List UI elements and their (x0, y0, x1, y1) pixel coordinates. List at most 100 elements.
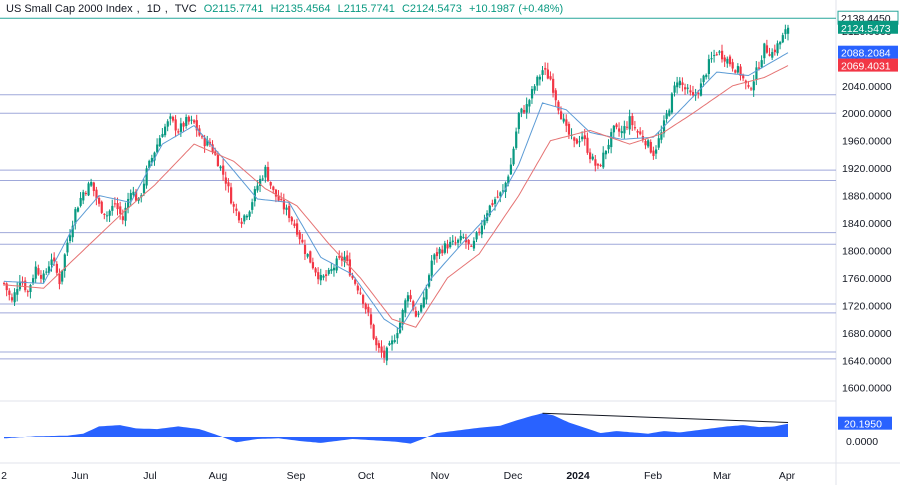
candle-body (562, 118, 565, 122)
candle-body (665, 113, 668, 119)
candle-body (488, 205, 491, 216)
candle-body (187, 116, 190, 122)
candle-body (61, 270, 64, 282)
y-tick-label: 1880.0000 (842, 191, 892, 203)
candle-body (409, 295, 412, 300)
candle-body (610, 132, 613, 148)
candle-body (256, 185, 259, 191)
candle-body (536, 76, 539, 86)
candle-body (211, 144, 214, 153)
candle-body (647, 140, 650, 147)
candle-body (182, 122, 185, 127)
candle-body (636, 131, 639, 133)
price-tag-box (838, 45, 898, 59)
candle-body (369, 314, 373, 325)
candle-body (134, 191, 138, 201)
candle-body (39, 275, 43, 279)
candle-body (581, 136, 584, 140)
candle-body (253, 189, 256, 202)
candle-body (45, 271, 48, 273)
candle-body (565, 119, 568, 126)
candle-body (538, 76, 542, 80)
candle-body (575, 139, 579, 144)
candle-body (504, 182, 507, 192)
indicator-trendline (542, 412, 789, 423)
price-tag-label: 2088.2084 (841, 48, 891, 60)
candle-body (533, 86, 536, 91)
candle-body (185, 117, 188, 126)
x-tick-label: Jul (143, 470, 156, 482)
candle-body (47, 266, 51, 274)
candle-body (771, 52, 774, 58)
candle-body (317, 272, 320, 280)
candle-body (459, 235, 462, 241)
symbol-name: US Small Cap 2000 Index (6, 3, 133, 15)
candle-body (301, 239, 304, 243)
candle-body (222, 165, 225, 175)
candle-body (303, 244, 307, 254)
indicator-value-label: 20.1950 (844, 419, 882, 431)
x-tick-label: Apr (779, 470, 796, 482)
candle-body (652, 150, 655, 157)
candle-body (602, 152, 605, 168)
candle-body (509, 164, 513, 175)
candle-body (475, 232, 478, 240)
candle-body (63, 254, 66, 271)
candle-body (79, 197, 82, 206)
candle-body (343, 256, 346, 262)
candle-body (248, 211, 251, 217)
candle-body (615, 124, 618, 128)
candle-body (422, 297, 425, 308)
candle-body (206, 139, 209, 146)
indicator-value-tag (838, 416, 892, 430)
x-tick-label: 2024 (566, 470, 590, 482)
candle-body (594, 159, 597, 166)
candle-body (322, 275, 325, 278)
candle-body (549, 76, 552, 80)
y-tick-label: 1840.0000 (842, 218, 892, 230)
candle-body (32, 278, 35, 283)
candle-body (462, 236, 465, 238)
candle-body (620, 131, 623, 134)
price-tag-box (838, 58, 898, 72)
candle-body (84, 192, 88, 194)
candle-body (420, 304, 423, 312)
candle-body (391, 340, 394, 345)
candle-body (406, 295, 410, 302)
candle-body (430, 260, 433, 276)
candle-body (103, 213, 106, 215)
candle-body (166, 121, 169, 127)
candle-body (68, 235, 72, 242)
candle-body (470, 245, 473, 247)
candle-body (491, 203, 494, 206)
candle-body (76, 207, 80, 212)
candle-body (707, 59, 711, 75)
y-tick-label: 2040.0000 (842, 81, 892, 93)
candle-body (240, 221, 243, 224)
candle-body (657, 138, 660, 148)
candle-body (319, 274, 322, 281)
x-tick-label: Feb (644, 470, 662, 482)
candle-body (362, 295, 365, 304)
candle-body (752, 81, 755, 91)
candle-body (689, 90, 692, 93)
price-tag-box (838, 20, 898, 34)
candle-body (311, 262, 315, 269)
candle-body (5, 283, 8, 291)
candle-body (760, 60, 763, 68)
candle-body (354, 279, 357, 284)
candle-body (398, 322, 402, 333)
candle-body (483, 219, 486, 226)
candle-body (404, 300, 407, 313)
candle-body (259, 178, 262, 186)
candle-body (750, 88, 753, 90)
y-tick-label: 1600.0000 (842, 383, 892, 395)
candle-body (446, 244, 449, 249)
candle-body (472, 240, 476, 249)
candle-body (124, 207, 127, 221)
candle-body (776, 43, 779, 54)
candles (3, 24, 790, 366)
candle-body (245, 215, 249, 218)
price-tag: 2124.5473 (838, 20, 898, 35)
